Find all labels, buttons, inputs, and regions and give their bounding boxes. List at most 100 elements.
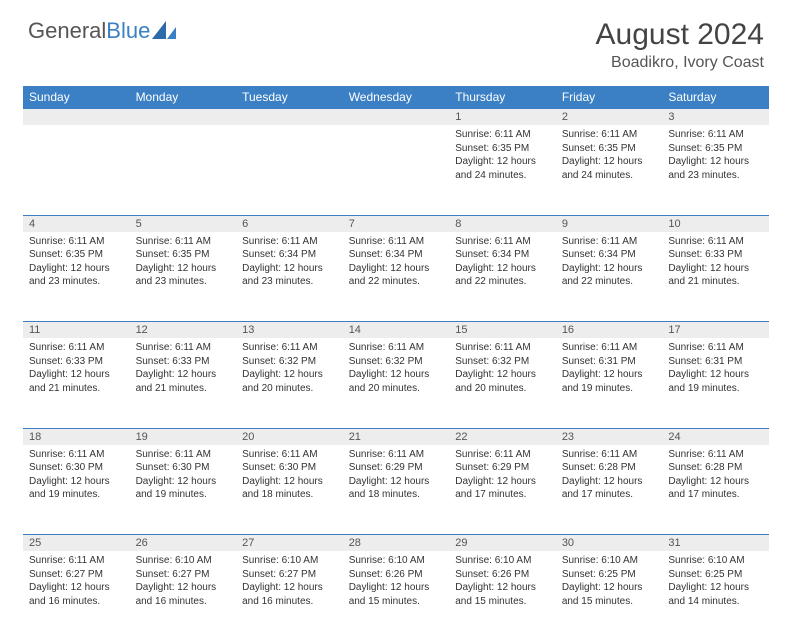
day-content: Sunrise: 6:11 AMSunset: 6:29 PMDaylight:… [343,445,450,506]
daylight-text: Daylight: 12 hours and 20 minutes. [349,368,444,395]
daynum-cell: 31 [662,535,769,552]
daylight-text: Daylight: 12 hours and 15 minutes. [562,581,657,608]
sunrise-text: Sunrise: 6:11 AM [242,341,337,355]
day-content: Sunrise: 6:11 AMSunset: 6:32 PMDaylight:… [236,338,343,399]
day-content: Sunrise: 6:11 AMSunset: 6:34 PMDaylight:… [343,232,450,293]
sunrise-text: Sunrise: 6:11 AM [668,128,763,142]
day-cell: Sunrise: 6:11 AMSunset: 6:28 PMDaylight:… [556,445,663,535]
day-number: 27 [236,535,343,551]
sunset-text: Sunset: 6:29 PM [455,461,550,475]
day-cell: Sunrise: 6:11 AMSunset: 6:31 PMDaylight:… [556,338,663,428]
day-number: 18 [23,429,130,445]
daylight-text: Daylight: 12 hours and 21 minutes. [668,262,763,289]
day-cell [236,125,343,215]
sunrise-text: Sunrise: 6:10 AM [455,554,550,568]
daylight-text: Daylight: 12 hours and 23 minutes. [668,155,763,182]
daylight-text: Daylight: 12 hours and 16 minutes. [136,581,231,608]
day-number: 28 [343,535,450,551]
daynum-cell: 24 [662,428,769,445]
daylight-text: Daylight: 12 hours and 15 minutes. [349,581,444,608]
content-row: Sunrise: 6:11 AM Sunset: 6:35 PM Daylight:… [23,125,769,215]
day-number: 8 [449,216,556,232]
sunrise-text: Sunrise: 6:11 AM [455,235,550,249]
sunrise-text: Sunrise: 6:11 AM [29,448,124,462]
day-content: Sunrise: 6:10 AMSunset: 6:26 PMDaylight:… [449,551,556,612]
day-number: 29 [449,535,556,551]
daylight-text: Daylight: 12 hours and 15 minutes. [455,581,550,608]
day-number: 5 [130,216,237,232]
title-block: August 2024 Boadikro, Ivory Coast [596,18,764,72]
day-cell: Sunrise: 6:11 AMSunset: 6:35 PMDaylight:… [449,125,556,215]
day-cell: Sunrise: 6:11 AMSunset: 6:30 PMDaylight:… [23,445,130,535]
sunrise-text: Sunrise: 6:10 AM [349,554,444,568]
daynum-cell: 15 [449,322,556,339]
day-content: Sunrise: 6:11 AMSunset: 6:35 PMDaylight:… [556,125,663,186]
daynum-cell: 5 [130,215,237,232]
day-number: 14 [343,322,450,338]
day-content: Sunrise: 6:11 AMSunset: 6:35 PMDaylight:… [662,125,769,186]
sunrise-text: Sunrise: 6:10 AM [562,554,657,568]
daynum-cell: 7 [343,215,450,232]
daynum-cell: 28 [343,535,450,552]
day-content: Sunrise: 6:10 AMSunset: 6:25 PMDaylight:… [556,551,663,612]
daylight-text: Daylight: 12 hours and 14 minutes. [668,581,763,608]
day-number: 3 [662,109,769,125]
weekday-header: Thursday [449,86,556,109]
day-cell: Sunrise: 6:11 AMSunset: 6:33 PMDaylight:… [23,338,130,428]
day-cell: Sunrise: 6:11 AMSunset: 6:35 PMDaylight:… [556,125,663,215]
day-number: 21 [343,429,450,445]
daynum-cell: 17 [662,322,769,339]
day-number: 19 [130,429,237,445]
day-content: Sunrise: 6:11 AMSunset: 6:31 PMDaylight:… [556,338,663,399]
daynum-cell [343,109,450,126]
weekday-header: Friday [556,86,663,109]
weekday-header: Monday [130,86,237,109]
daynum-row: 25262728293031 [23,535,769,552]
day-content: Sunrise: 6:11 AMSunset: 6:35 PMDaylight:… [449,125,556,186]
sunset-text: Sunset: 6:27 PM [136,568,231,582]
sunset-text: Sunset: 6:34 PM [455,248,550,262]
daynum-cell [236,109,343,126]
day-number: 15 [449,322,556,338]
day-content: Sunrise: 6:11 AMSunset: 6:29 PMDaylight:… [449,445,556,506]
weekday-header: Tuesday [236,86,343,109]
day-number: 24 [662,429,769,445]
daynum-cell: 26 [130,535,237,552]
sunset-text: Sunset: 6:34 PM [242,248,337,262]
daynum-cell: 23 [556,428,663,445]
day-cell: Sunrise: 6:11 AMSunset: 6:32 PMDaylight:… [236,338,343,428]
weekday-header: Saturday [662,86,769,109]
day-content: Sunrise: 6:11 AMSunset: 6:30 PMDaylight:… [130,445,237,506]
daynum-cell: 16 [556,322,663,339]
daynum-cell: 3 [662,109,769,126]
sunset-text: Sunset: 6:30 PM [29,461,124,475]
daylight-text: Daylight: 12 hours and 18 minutes. [349,475,444,502]
sunset-text: Sunset: 6:33 PM [668,248,763,262]
day-content: Sunrise: 6:11 AMSunset: 6:31 PMDaylight:… [662,338,769,399]
sunset-text: Sunset: 6:26 PM [349,568,444,582]
content-row: Sunrise: 6:11 AMSunset: 6:35 PMDaylight:… [23,232,769,322]
sunset-text: Sunset: 6:26 PM [455,568,550,582]
daylight-text: Daylight: 12 hours and 18 minutes. [242,475,337,502]
day-number [236,109,343,113]
weekday-header: Sunday [23,86,130,109]
day-number: 12 [130,322,237,338]
day-content: Sunrise: 6:11 AMSunset: 6:32 PMDaylight:… [449,338,556,399]
sunset-text: Sunset: 6:34 PM [349,248,444,262]
day-number: 22 [449,429,556,445]
day-number: 20 [236,429,343,445]
sunrise-text: Sunrise: 6:11 AM [349,341,444,355]
sunset-text: Sunset: 6:34 PM [562,248,657,262]
daylight-text: Daylight: 12 hours and 17 minutes. [455,475,550,502]
daynum-cell [130,109,237,126]
sunset-text: Sunset: 6:31 PM [562,355,657,369]
daylight-text: Daylight: 12 hours and 21 minutes. [136,368,231,395]
sunrise-text: Sunrise: 6:11 AM [136,235,231,249]
day-number: 10 [662,216,769,232]
day-content: Sunrise: 6:10 AMSunset: 6:26 PMDaylight:… [343,551,450,612]
sunset-text: Sunset: 6:35 PM [562,142,657,156]
sunset-text: Sunset: 6:25 PM [562,568,657,582]
location: Boadikro, Ivory Coast [596,54,764,72]
content-row: Sunrise: 6:11 AMSunset: 6:27 PMDaylight:… [23,551,769,641]
daynum-cell: 8 [449,215,556,232]
